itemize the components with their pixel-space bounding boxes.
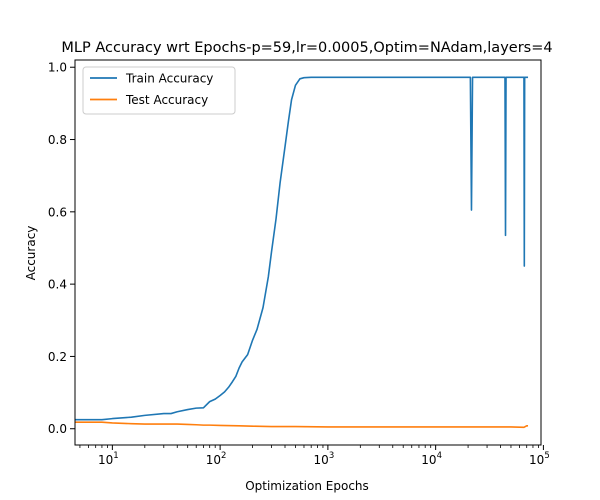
y-tick-label: 0.8 [48, 133, 67, 147]
y-tick-label: 0.6 [48, 205, 67, 219]
legend-label: Test Accuracy [125, 93, 208, 107]
x-axis: 101 102 103 104 105 [79, 445, 550, 467]
y-tick-label: 0.4 [48, 278, 67, 292]
y-tick-label: 1.0 [48, 61, 67, 75]
series-line-test-accuracy [75, 421, 529, 429]
x-tick-label: 105 [529, 451, 550, 467]
legend-box [82, 66, 236, 115]
x-tick-label: 104 [421, 451, 442, 467]
x-tick-label: 102 [206, 451, 227, 467]
plot-area [75, 76, 529, 429]
y-axis: 0.0 0.2 0.4 0.6 0.8 1.0 [48, 61, 75, 436]
chart-title: MLP Accuracy wrt Epochs-p=59,lr=0.0005,O… [61, 40, 552, 56]
plot-frame [74, 59, 542, 446]
y-tick-label: 0.0 [48, 422, 67, 436]
legend-label: Train Accuracy [125, 72, 213, 86]
x-axis-label: Optimization Epochs [245, 479, 369, 493]
y-axis-label: Accuracy [24, 226, 38, 281]
series-line-train-accuracy [75, 76, 529, 421]
legend: Train Accuracy Test Accuracy [82, 66, 236, 115]
x-tick-label: 101 [98, 451, 119, 467]
x-tick-label: 103 [314, 451, 335, 467]
y-tick-label: 0.2 [48, 350, 67, 364]
